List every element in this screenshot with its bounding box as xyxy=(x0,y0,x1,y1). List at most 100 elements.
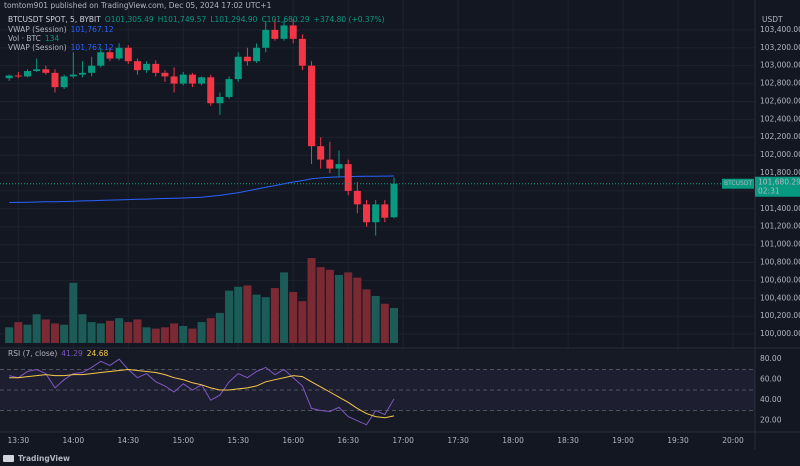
candle-body xyxy=(5,75,13,79)
candle-body xyxy=(308,65,316,147)
candle-body xyxy=(198,77,206,84)
y-tick-label: 101,200.00 xyxy=(760,222,800,231)
y-tick-label: 101,800.00 xyxy=(760,168,800,177)
y-tick-label: 102,800.00 xyxy=(760,79,800,88)
candle-body xyxy=(170,76,178,84)
indicator-name: VWAP (Session) xyxy=(8,25,67,34)
volume-bar xyxy=(344,272,353,343)
x-tick-label: 17:30 xyxy=(447,436,469,445)
candle-body xyxy=(280,25,288,39)
indicator-legend: VWAP (Session) 101,767.12 xyxy=(8,43,114,52)
indicator-value: 101,767.12 xyxy=(71,43,114,52)
rsi-title: RSI (7, close) xyxy=(8,349,57,358)
volume-bar xyxy=(298,301,307,343)
rsi-tick-label: 40.00 xyxy=(760,395,782,404)
brand: TradingView xyxy=(18,454,70,463)
publisher: tomtom901 published on TradingView.com, … xyxy=(4,1,272,10)
candle-body xyxy=(124,47,132,62)
volume-bar xyxy=(160,327,169,343)
indicator-value: 134 xyxy=(45,34,60,43)
candle-body xyxy=(179,74,187,84)
candle-body xyxy=(326,159,334,169)
y-tick-label: 103,400.00 xyxy=(760,25,800,34)
plot xyxy=(0,19,755,426)
candle-body xyxy=(243,56,251,62)
volume-bar xyxy=(32,314,41,343)
candle-body xyxy=(161,72,169,77)
y-tick-label: 103,000.00 xyxy=(760,61,800,70)
rsi-value: 41.29 xyxy=(61,349,83,358)
volume-bar xyxy=(188,328,197,343)
x-tick-label: 20:00 xyxy=(722,436,744,445)
volume-bar xyxy=(170,323,179,343)
candle-body xyxy=(353,190,361,205)
rsi-tick-label: 80.00 xyxy=(760,354,782,363)
x-tick-label: 14:00 xyxy=(62,436,84,445)
x-tick-label: 17:00 xyxy=(392,436,414,445)
rsi-pane xyxy=(0,350,755,432)
x-tick-label: 15:00 xyxy=(172,436,194,445)
candle-body xyxy=(390,183,398,218)
candle-body xyxy=(289,25,297,39)
volume-bar xyxy=(389,307,398,343)
candle-body xyxy=(33,69,41,72)
x-tick-label: 13:30 xyxy=(8,436,30,445)
candle-body xyxy=(106,52,114,59)
candle-body xyxy=(344,164,352,191)
indicator-legend: VWAP (Session) 101,767.12 xyxy=(8,25,114,34)
candle-body xyxy=(88,65,96,73)
volume-bar xyxy=(78,314,87,343)
ohlc-value: O101,305.49 xyxy=(105,15,154,24)
candle-body xyxy=(97,52,105,66)
candle-body xyxy=(133,61,141,71)
vwap-line xyxy=(9,175,395,203)
volume-bar xyxy=(371,295,380,343)
y-tick-label: 102,200.00 xyxy=(760,132,800,141)
volume-bar xyxy=(5,327,14,343)
symbol-tag xyxy=(722,178,754,189)
candle-body xyxy=(152,63,160,73)
symbol-tag-label: BTCUSDT xyxy=(724,180,752,187)
volume-bar xyxy=(362,289,371,343)
candle-body xyxy=(60,76,68,88)
volume-bar xyxy=(151,328,160,343)
y-tick-label: 100,000.00 xyxy=(760,329,800,338)
candle-body xyxy=(271,29,279,39)
candle-body xyxy=(335,164,343,169)
volume-bar xyxy=(124,322,133,343)
y-tick-label: 101,000.00 xyxy=(760,240,800,249)
candle-body xyxy=(69,74,77,77)
candle-body xyxy=(372,204,380,223)
candle-body xyxy=(207,77,215,104)
rsi-band xyxy=(0,369,755,411)
x-tick-label: 16:00 xyxy=(282,436,304,445)
candle-body xyxy=(23,71,31,77)
price-tag-label: 101,680.29 xyxy=(758,178,800,187)
volume-bar xyxy=(280,272,289,343)
candle-body xyxy=(115,47,123,59)
candle-body xyxy=(42,69,50,73)
volume-bar xyxy=(142,327,151,343)
indicator-name: Vol · BTC xyxy=(8,34,41,43)
volume-bar xyxy=(215,312,224,343)
candle-body xyxy=(253,47,261,62)
candle-body xyxy=(51,72,59,88)
volume-bar xyxy=(197,322,206,343)
volume-bar xyxy=(316,267,325,343)
volume-bar xyxy=(225,290,234,343)
volume-bar xyxy=(325,269,334,343)
symbol: BTCUSDT SPOT, 5, BYBIT xyxy=(8,15,101,24)
y-tick-label: 100,400.00 xyxy=(760,293,800,302)
volume-bar xyxy=(289,292,298,343)
volume-bar xyxy=(69,282,78,343)
volume-bar xyxy=(87,322,96,343)
y-tick-label: 100,800.00 xyxy=(760,257,800,266)
rsi-legend: RSI (7, close) 41.29 24.68 xyxy=(8,349,108,358)
volume-bar xyxy=(50,323,59,343)
volume-bar xyxy=(234,286,243,343)
volume-bar xyxy=(307,258,316,343)
candle-body xyxy=(317,146,325,160)
volume-bar xyxy=(261,297,270,343)
volume-bar xyxy=(23,324,32,343)
y-unit: USDT xyxy=(762,15,783,24)
